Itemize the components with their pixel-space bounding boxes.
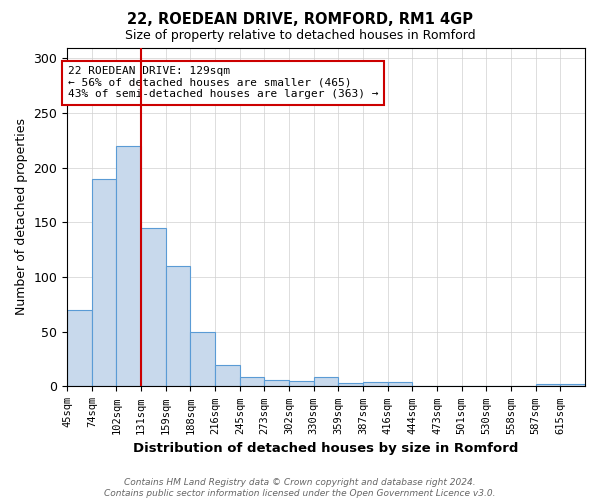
Bar — [190, 332, 215, 386]
Bar — [166, 266, 190, 386]
Bar — [92, 178, 116, 386]
Text: 22, ROEDEAN DRIVE, ROMFORD, RM1 4GP: 22, ROEDEAN DRIVE, ROMFORD, RM1 4GP — [127, 12, 473, 28]
Text: Size of property relative to detached houses in Romford: Size of property relative to detached ho… — [125, 29, 475, 42]
Bar — [289, 381, 314, 386]
Bar — [363, 382, 388, 386]
Bar — [536, 384, 560, 386]
Bar — [265, 380, 289, 386]
Bar — [240, 376, 265, 386]
X-axis label: Distribution of detached houses by size in Romford: Distribution of detached houses by size … — [133, 442, 519, 455]
Bar — [338, 383, 363, 386]
Bar — [388, 382, 412, 386]
Bar — [141, 228, 166, 386]
Bar — [314, 376, 338, 386]
Text: 22 ROEDEAN DRIVE: 129sqm
← 56% of detached houses are smaller (465)
43% of semi-: 22 ROEDEAN DRIVE: 129sqm ← 56% of detach… — [68, 66, 379, 100]
Text: Contains HM Land Registry data © Crown copyright and database right 2024.
Contai: Contains HM Land Registry data © Crown c… — [104, 478, 496, 498]
Bar — [215, 364, 240, 386]
Bar — [560, 384, 585, 386]
Bar — [116, 146, 141, 386]
Y-axis label: Number of detached properties: Number of detached properties — [15, 118, 28, 316]
Bar — [67, 310, 92, 386]
